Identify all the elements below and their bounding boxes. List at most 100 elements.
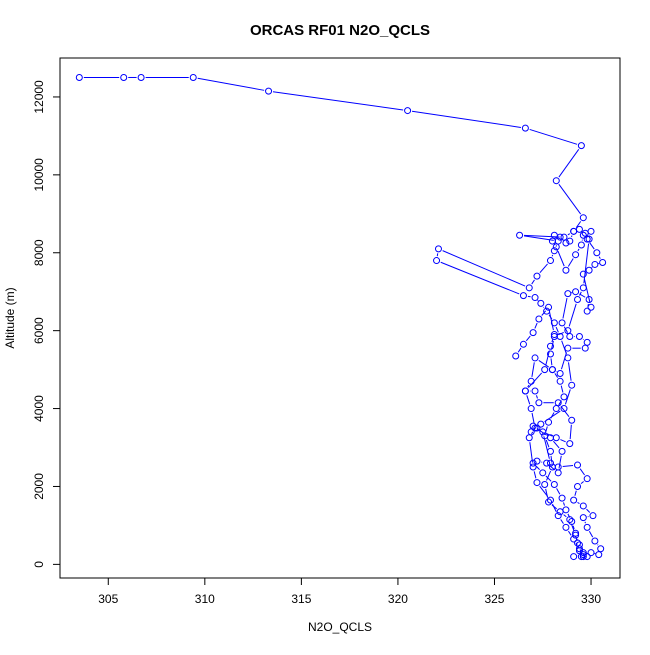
series-2-point: [592, 261, 598, 267]
series-1-point: [578, 143, 584, 149]
series-3-segment: [561, 519, 564, 523]
series-2-segment: [563, 240, 564, 241]
series-1-point: [538, 300, 544, 306]
x-tick-label: 330: [581, 592, 601, 606]
series-3-point: [530, 464, 536, 470]
series-2-point: [555, 464, 561, 470]
series-1-point: [121, 74, 127, 80]
series-2-segment: [575, 491, 576, 496]
series-2-point: [590, 513, 596, 519]
series-2-point: [532, 355, 538, 361]
x-tick-label: 305: [98, 592, 118, 606]
y-tick-label: 6000: [32, 317, 46, 344]
series-1-point: [547, 258, 553, 264]
series-1-point: [435, 246, 441, 252]
series-1-point: [526, 285, 532, 291]
series-2-point: [576, 226, 582, 232]
series-1-point: [559, 495, 565, 501]
series-2-point: [573, 252, 579, 258]
series-2-point: [582, 345, 588, 351]
series-3-segment: [530, 442, 533, 462]
series-2-point: [549, 367, 555, 373]
series-2-segment: [561, 386, 563, 393]
series-1-segment: [568, 362, 571, 380]
series-2-point: [584, 524, 590, 530]
series-1-point: [266, 88, 272, 94]
x-tick-label: 325: [484, 592, 504, 606]
series-2-segment: [558, 251, 564, 266]
series-2-point: [547, 448, 553, 454]
series-1-segment: [540, 264, 548, 273]
series-1-segment: [559, 184, 581, 214]
series-2-segment: [580, 469, 584, 475]
series-3-point: [530, 330, 536, 336]
series-1-segment: [273, 92, 403, 110]
series-2-point: [561, 394, 567, 400]
series-1-segment: [412, 111, 521, 127]
series-2-segment: [563, 298, 567, 318]
series-2-segment: [560, 440, 565, 442]
series-2-point: [551, 232, 557, 238]
series-2-segment: [581, 481, 584, 483]
series-2-point: [592, 538, 598, 544]
series-1-segment: [556, 245, 557, 246]
series-2-point: [571, 554, 577, 560]
y-tick-label: 10000: [32, 158, 46, 192]
series-3-point: [526, 435, 532, 441]
series-3-point: [563, 524, 569, 530]
series-1-segment: [556, 327, 558, 332]
series-1-point: [569, 382, 575, 388]
series-2-point: [565, 345, 571, 351]
series-2-point: [571, 228, 577, 234]
series-2-point: [567, 441, 573, 447]
series-2-point: [553, 435, 559, 441]
y-tick-label: 8000: [32, 239, 46, 266]
series-2-point: [557, 371, 563, 377]
series-2-point: [559, 320, 565, 326]
series-1-point: [551, 482, 557, 488]
y-axis-label: Altitude (m): [3, 287, 17, 348]
series-2-segment: [592, 267, 593, 268]
x-tick-label: 310: [195, 592, 215, 606]
series-3-point: [520, 341, 526, 347]
series-1-segment: [536, 466, 539, 469]
series-2-segment: [578, 502, 580, 503]
series-2-point: [586, 267, 592, 273]
series-2-point: [575, 296, 581, 302]
series-2-point: [571, 497, 577, 503]
series-2-point: [580, 503, 586, 509]
series-1-segment: [198, 78, 264, 90]
series-1-point: [522, 125, 528, 131]
series-1-point: [559, 448, 565, 454]
series-3-segment: [534, 471, 536, 478]
series-2-point: [580, 515, 586, 521]
series-3-segment: [526, 336, 530, 341]
series-2-point: [588, 304, 594, 310]
series-3-segment: [568, 531, 571, 535]
series-2-point: [542, 482, 548, 488]
series-1-point: [538, 421, 544, 427]
series-2-point: [596, 552, 602, 558]
series-2-point: [563, 267, 569, 273]
series-2-segment: [577, 539, 578, 540]
series-3-point: [534, 480, 540, 486]
series-1-point: [138, 74, 144, 80]
series-3-segment: [532, 413, 534, 424]
series-2-segment: [569, 304, 576, 327]
series-2-point: [567, 334, 573, 340]
series-1-point: [520, 293, 526, 299]
series-2-point: [584, 476, 590, 482]
series-layer: [76, 74, 605, 559]
series-2-point: [576, 334, 582, 340]
series-2-segment: [536, 395, 537, 398]
series-2-segment: [551, 358, 552, 365]
series-2-segment: [568, 259, 573, 267]
series-2-point: [575, 483, 581, 489]
series-2-point: [575, 462, 581, 468]
y-tick-label: 12000: [32, 80, 46, 114]
series-1-segment: [530, 129, 577, 144]
series-3-segment: [532, 432, 533, 434]
series-2-segment: [585, 522, 586, 523]
series-2-point: [553, 406, 559, 412]
series-3-point: [542, 367, 548, 373]
